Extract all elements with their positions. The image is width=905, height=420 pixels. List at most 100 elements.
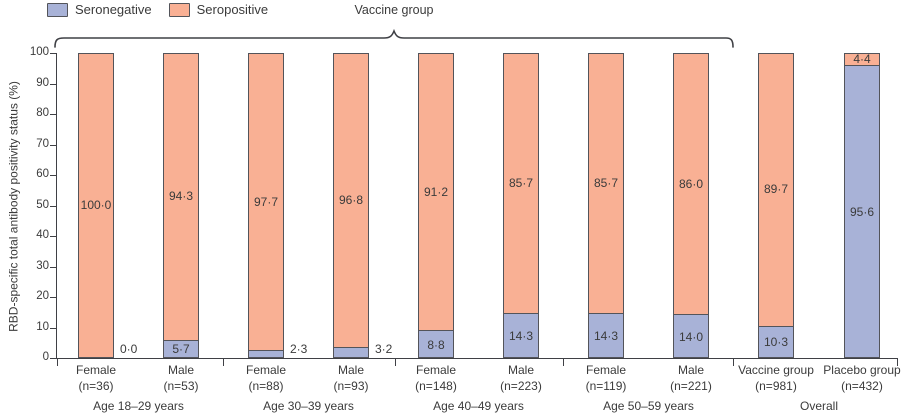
group-label: Age 30–39 years — [263, 399, 354, 413]
bar-segment-seronegative — [673, 315, 709, 358]
seropositive-value-label: 94·3 — [168, 189, 194, 204]
x-tick-label-category: Female — [415, 363, 456, 377]
y-axis-tick — [50, 206, 56, 207]
x-tick-label-n: (n=53) — [163, 379, 199, 393]
seronegative-value-label: 0·0 — [120, 342, 138, 356]
bar-segment-seropositive — [78, 53, 114, 358]
bar-segment-seropositive — [844, 53, 880, 67]
bar-segment-seropositive — [248, 53, 284, 351]
x-tick-label-n: (n=221) — [670, 379, 712, 393]
seropositive-value-label: 4·4 — [853, 52, 871, 67]
y-tick-label: 20 — [36, 290, 49, 302]
legend-label-seronegative: Seronegative — [75, 2, 152, 17]
seronegative-value-label: 2·3 — [290, 342, 308, 356]
x-tick-label-n: (n=148) — [415, 379, 457, 393]
x-axis-group-tick — [395, 358, 396, 366]
x-tick-label-category: Male — [167, 363, 194, 377]
bar-segment-seropositive — [418, 53, 454, 332]
seronegative-value-label: 5·7 — [172, 342, 190, 357]
bar-segment-seronegative — [588, 314, 624, 358]
bar-segment-seropositive — [673, 53, 709, 316]
y-axis-tick — [50, 84, 56, 85]
legend-item-seropositive: Seropositive — [168, 2, 269, 17]
y-tick-label: 90 — [36, 77, 49, 89]
legend: Seronegative Seropositive — [47, 2, 268, 17]
bar-segment-seronegative — [844, 66, 880, 358]
seropositive-value-label: 85·7 — [593, 176, 619, 191]
x-tick-label-n: (n=432) — [841, 379, 883, 393]
y-axis-tick — [50, 328, 56, 329]
y-axis-tick — [50, 297, 56, 298]
x-axis-group-tick — [733, 358, 734, 366]
group-label: Age 18–29 years — [93, 399, 184, 413]
y-axis-tick — [50, 358, 56, 359]
bar-segment-seronegative — [333, 348, 369, 358]
bar-segment-seronegative — [248, 351, 284, 358]
x-axis-group-tick — [897, 358, 898, 366]
x-tick-label-n: (n=88) — [248, 379, 284, 393]
y-axis-line — [56, 53, 57, 359]
x-axis-line — [56, 358, 898, 359]
y-axis-tick — [50, 53, 56, 54]
x-tick-label-n: (n=223) — [500, 379, 542, 393]
legend-label-seropositive: Seropositive — [196, 2, 269, 17]
seronegative-value-label: 10·3 — [763, 335, 789, 350]
seronegative-value-label: 3·2 — [375, 342, 393, 356]
y-tick-label: 40 — [36, 229, 49, 241]
x-tick-label-category: Vaccine group — [738, 363, 814, 377]
seronegative-value-label: 14·0 — [678, 329, 704, 344]
x-axis-group-tick — [223, 358, 224, 366]
bar-segment-seronegative — [163, 340, 199, 358]
seropositive-value-label: 96·8 — [338, 193, 364, 208]
group-label: Overall — [799, 399, 838, 413]
seronegative-swatch-icon — [47, 2, 68, 17]
y-tick-label: 80 — [36, 107, 49, 119]
y-tick-label: 10 — [36, 321, 49, 333]
bar-segment-seropositive — [758, 53, 794, 327]
y-axis-tick — [50, 236, 56, 237]
group-label: Age 50–59 years — [603, 399, 694, 413]
y-tick-label: 100 — [29, 46, 49, 58]
bar-segment-seronegative — [418, 331, 454, 358]
x-tick-label-category: Female — [585, 363, 626, 377]
y-axis-tick — [50, 114, 56, 115]
x-tick-label-category: Male — [507, 363, 534, 377]
bar-segment-seropositive — [588, 53, 624, 315]
seropositive-value-label: 97·7 — [253, 194, 279, 209]
seronegative-value-label: 14·3 — [593, 329, 619, 344]
vaccine-group-brace-label: Vaccine group — [354, 3, 434, 17]
y-tick-label: 30 — [36, 260, 49, 272]
y-axis-tick — [50, 175, 56, 176]
seronegative-value-label: 14·3 — [508, 329, 534, 344]
y-tick-label: 50 — [36, 199, 49, 211]
x-tick-label-category: Male — [337, 363, 364, 377]
bar-segment-seropositive — [503, 53, 539, 315]
vaccine-group-brace — [54, 28, 734, 48]
x-tick-label-n: (n=36) — [78, 379, 114, 393]
seropositive-value-label: 86·0 — [678, 176, 704, 191]
x-tick-label-n: (n=93) — [333, 379, 369, 393]
x-axis-group-tick — [57, 358, 58, 366]
seronegative-value-label: 95·6 — [849, 205, 875, 220]
y-tick-label: 70 — [36, 138, 49, 150]
y-tick-label: 0 — [42, 351, 49, 363]
x-tick-label-n: (n=119) — [585, 379, 627, 393]
bar-segment-seropositive — [163, 53, 199, 341]
seropositive-value-label: 91·2 — [423, 184, 449, 199]
x-tick-label-category: Male — [677, 363, 704, 377]
bar-segment-seropositive — [333, 53, 369, 349]
seropositive-value-label: 100·0 — [80, 198, 112, 212]
seropositive-swatch-icon — [168, 2, 190, 17]
legend-item-seronegative: Seronegative — [47, 2, 152, 17]
seropositive-value-label: 89·7 — [763, 182, 789, 197]
x-tick-label-category: Female — [245, 363, 286, 377]
bar-segment-seronegative — [758, 326, 794, 358]
bar-segment-seronegative — [503, 314, 539, 358]
x-tick-label-category: Placebo group — [823, 363, 901, 377]
seronegative-value-label: 8·8 — [427, 337, 445, 352]
y-axis-tick — [50, 267, 56, 268]
y-tick-label: 60 — [36, 168, 49, 180]
x-axis-group-tick — [563, 358, 564, 366]
x-tick-label-n: (n=981) — [755, 379, 797, 393]
